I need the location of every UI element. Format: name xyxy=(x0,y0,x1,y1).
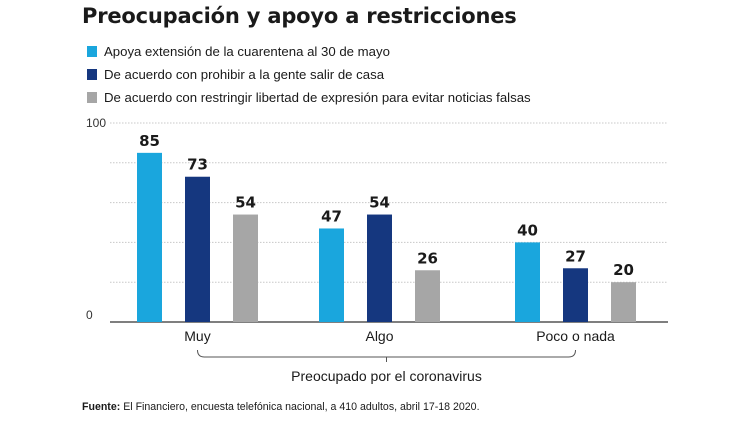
bar xyxy=(611,282,636,322)
chart-title: Preocupación y apoyo a restricciones xyxy=(82,4,517,28)
source-note: Fuente: El Financiero, encuesta telefóni… xyxy=(82,401,480,413)
y-tick-label: 0 xyxy=(86,308,93,322)
group-bracket xyxy=(197,349,576,358)
x-tick-label: Muy xyxy=(184,328,210,344)
legend-label-stay-home: De acuerdo con prohibir a la gente salir… xyxy=(104,67,385,82)
bar-value-label: 54 xyxy=(369,194,390,212)
legend-swatch-extension xyxy=(87,46,97,57)
bar xyxy=(319,228,344,322)
bar-value-label: 54 xyxy=(235,194,256,212)
source-text: El Financiero, encuesta telefónica nacio… xyxy=(120,401,480,413)
x-group-label: Preocupado por el coronavirus xyxy=(291,368,482,384)
bar xyxy=(563,268,588,322)
source-label: Fuente: xyxy=(82,401,121,413)
legend-swatch-stay-home xyxy=(87,69,97,80)
bar xyxy=(367,214,392,322)
bar xyxy=(185,176,210,322)
bar xyxy=(515,242,540,322)
y-tick-label: 100 xyxy=(86,116,106,130)
bar-value-label: 73 xyxy=(187,156,208,174)
legend-label-expression: De acuerdo con restringir libertad de ex… xyxy=(104,90,531,105)
bar-value-label: 47 xyxy=(321,207,342,225)
legend: Apoya extensión de la cuarentena al 30 d… xyxy=(87,40,531,109)
bar xyxy=(137,152,162,322)
bar xyxy=(415,270,440,322)
bar-value-label: 85 xyxy=(139,132,160,150)
bar-value-label: 20 xyxy=(613,261,634,279)
legend-item-expression: De acuerdo con restringir libertad de ex… xyxy=(87,86,531,109)
bar xyxy=(233,214,258,322)
bar-value-label: 26 xyxy=(417,249,438,267)
chart-plot: 100 0 85 73 54 Muy 47 54 26 Algo 40 27 20 Poco o nada… xyxy=(86,116,668,384)
legend-label-extension: Apoya extensión de la cuarentena al 30 d… xyxy=(104,44,390,59)
x-tick-label: Algo xyxy=(365,328,393,344)
legend-item-stay-home: De acuerdo con prohibir a la gente salir… xyxy=(87,63,531,86)
legend-item-extension: Apoya extensión de la cuarentena al 30 d… xyxy=(87,40,531,63)
bar-value-label: 40 xyxy=(517,221,538,239)
bar-value-label: 27 xyxy=(565,247,586,265)
x-tick-label: Poco o nada xyxy=(536,328,615,344)
legend-swatch-expression xyxy=(87,92,97,103)
